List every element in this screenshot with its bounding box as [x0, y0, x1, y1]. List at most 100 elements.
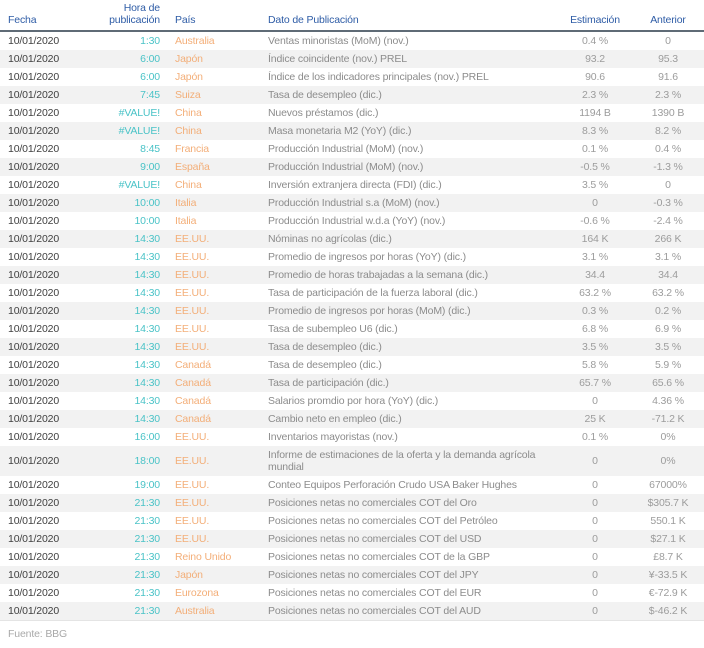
- table-row: 10/01/2020 7:45 Suiza Tasa de desempleo …: [0, 86, 704, 104]
- cell-time: 1:30: [140, 35, 160, 47]
- cell-time: 14:30: [134, 251, 160, 263]
- cell-estimate: 0: [592, 455, 598, 467]
- cell-estimate: 0.3 %: [581, 305, 609, 317]
- cell-estimate: 0: [592, 197, 598, 209]
- cell-previous: ¥-33.5 K: [648, 569, 688, 581]
- cell-event: Tasa de participación de la fuerza labor…: [268, 287, 478, 299]
- cell-event: Conteo Equipos Perforación Crudo USA Bak…: [268, 479, 517, 491]
- table-row: 10/01/2020 9:00 España Producción Indust…: [0, 158, 704, 176]
- cell-country: Canadá: [175, 377, 211, 389]
- table-row: 10/01/2020 18:00 EE.UU. Informe de estim…: [0, 446, 704, 476]
- cell-estimate: 3.5 %: [581, 341, 609, 353]
- cell-event: Posiciones netas no comerciales COT de l…: [268, 551, 490, 563]
- cell-event: Posiciones netas no comerciales COT del …: [268, 569, 479, 581]
- cell-country: EE.UU.: [175, 431, 210, 443]
- cell-event: Producción Industrial (MoM) (nov.): [268, 143, 424, 155]
- cell-country: Eurozona: [175, 587, 219, 599]
- cell-previous: 34.4: [658, 269, 678, 281]
- cell-event: Inventarios mayoristas (nov.): [268, 431, 398, 443]
- cell-time: 21:30: [134, 569, 160, 581]
- cell-event: Nóminas no agrícolas (dic.): [268, 233, 392, 245]
- table-row: 10/01/2020 16:00 EE.UU. Inventarios mayo…: [0, 428, 704, 446]
- cell-date: 10/01/2020: [8, 197, 60, 209]
- cell-event: Índice coincidente (nov.) PREL: [268, 53, 407, 65]
- column-header-hora: Hora de publicación: [96, 0, 160, 32]
- cell-country: EE.UU.: [175, 269, 210, 281]
- cell-previous: 3.1 %: [654, 251, 682, 263]
- cell-country: China: [175, 179, 202, 191]
- cell-event: Producción Industrial w.d.a (YoY) (nov.): [268, 215, 446, 227]
- table-row: 10/01/2020 14:30 EE.UU. Promedio de hora…: [0, 266, 704, 284]
- cell-event: Promedio de horas trabajadas a la semana…: [268, 269, 488, 281]
- cell-estimate: 0: [592, 515, 598, 527]
- cell-event: Posiciones netas no comerciales COT del …: [268, 587, 482, 599]
- cell-time: 14:30: [134, 269, 160, 281]
- cell-estimate: 0: [592, 479, 598, 491]
- cell-time: 10:00: [134, 197, 160, 209]
- cell-date: 10/01/2020: [8, 107, 60, 119]
- cell-country: Canadá: [175, 395, 211, 407]
- cell-time: 16:00: [134, 431, 160, 443]
- cell-estimate: 3.5 %: [581, 179, 609, 191]
- cell-previous: $-46.2 K: [648, 605, 688, 617]
- cell-estimate: 25 K: [584, 413, 606, 425]
- cell-country: EE.UU.: [175, 455, 210, 467]
- cell-estimate: 0.4 %: [581, 35, 609, 47]
- cell-time: 18:00: [134, 455, 160, 467]
- cell-event: Informe de estimaciones de la oferta y l…: [268, 449, 536, 473]
- cell-date: 10/01/2020: [8, 161, 60, 173]
- cell-estimate: 0.1 %: [581, 143, 609, 155]
- table-row: 10/01/2020 21:30 Australia Posiciones ne…: [0, 602, 704, 621]
- economic-calendar-table: Fecha Hora de publicación País Dato de P…: [0, 0, 704, 621]
- cell-country: EE.UU.: [175, 323, 210, 335]
- cell-time: 6:00: [140, 53, 160, 65]
- table-row: 10/01/2020 #VALUE! China Inversión extra…: [0, 176, 704, 194]
- cell-previous: 266 K: [654, 233, 682, 245]
- cell-date: 10/01/2020: [8, 305, 60, 317]
- cell-event: Nuevos préstamos (dic.): [268, 107, 379, 119]
- table-row: 10/01/2020 14:30 EE.UU. Promedio de ingr…: [0, 302, 704, 320]
- cell-previous: 0: [665, 35, 671, 47]
- table-row: 10/01/2020 6:00 Japón Índice de los indi…: [0, 68, 704, 86]
- table-row: 10/01/2020 14:30 Canadá Tasa de particip…: [0, 374, 704, 392]
- cell-previous: 6.9 %: [654, 323, 682, 335]
- cell-previous: 91.6: [658, 71, 678, 83]
- cell-estimate: 0: [592, 533, 598, 545]
- cell-previous: 0.2 %: [654, 305, 682, 317]
- cell-date: 10/01/2020: [8, 377, 60, 389]
- cell-country: EE.UU.: [175, 533, 210, 545]
- table-row: 10/01/2020 14:30 EE.UU. Tasa de desemple…: [0, 338, 704, 356]
- cell-previous: 550.1 K: [650, 515, 686, 527]
- cell-time: 14:30: [134, 233, 160, 245]
- cell-country: Japón: [175, 53, 203, 65]
- cell-event: Posiciones netas no comerciales COT del …: [268, 605, 481, 617]
- table-row: 10/01/2020 14:30 EE.UU. Promedio de ingr…: [0, 248, 704, 266]
- table-row: 10/01/2020 14:30 EE.UU. Tasa de subemple…: [0, 320, 704, 338]
- cell-date: 10/01/2020: [8, 413, 60, 425]
- cell-estimate: 5.8 %: [581, 359, 609, 371]
- cell-date: 10/01/2020: [8, 341, 60, 353]
- cell-event: Tasa de desempleo (dic.): [268, 359, 382, 371]
- cell-previous: 5.9 %: [654, 359, 682, 371]
- column-header-fecha: Fecha: [0, 0, 96, 32]
- cell-date: 10/01/2020: [8, 455, 60, 467]
- cell-estimate: 0: [592, 569, 598, 581]
- cell-time: 14:30: [134, 287, 160, 299]
- cell-estimate: 0: [592, 395, 598, 407]
- cell-estimate: 8.3 %: [581, 125, 609, 137]
- table-row: 10/01/2020 6:00 Japón Índice coincidente…: [0, 50, 704, 68]
- cell-previous: 0%: [660, 455, 676, 467]
- cell-estimate: 90.6: [585, 71, 605, 83]
- cell-time: 14:30: [134, 377, 160, 389]
- cell-time: 14:30: [134, 305, 160, 317]
- cell-previous: 63.2 %: [652, 287, 684, 299]
- cell-estimate: 93.2: [585, 53, 605, 65]
- cell-country: Japón: [175, 71, 203, 83]
- cell-event: Promedio de ingresos por horas (MoM) (di…: [268, 305, 471, 317]
- cell-previous: -71.2 K: [651, 413, 685, 425]
- cell-time: 14:30: [134, 341, 160, 353]
- column-header-dato: Dato de Publicación: [268, 0, 558, 32]
- cell-country: España: [175, 161, 210, 173]
- cell-date: 10/01/2020: [8, 359, 60, 371]
- cell-time: 14:30: [134, 359, 160, 371]
